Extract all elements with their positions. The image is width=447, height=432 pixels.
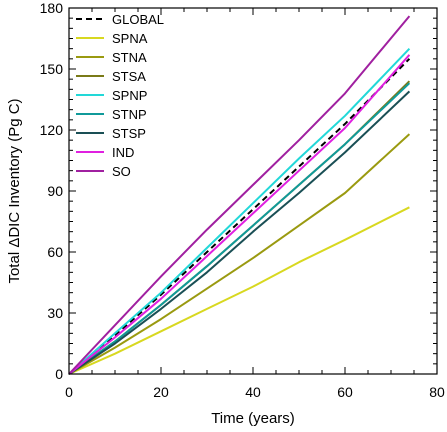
legend-label-stsa: STSA (112, 69, 146, 84)
y-tick-label: 0 (55, 366, 63, 382)
x-axis-title: Time (years) (211, 410, 295, 427)
series-line-stsp (68, 90, 411, 375)
series-line-global (68, 58, 411, 375)
legend-label-ind: IND (112, 145, 134, 160)
series-line-so (68, 15, 411, 375)
x-tick-label: 60 (337, 384, 353, 400)
y-tick-label: 120 (40, 122, 64, 138)
legend-label-stna: STNA (112, 50, 147, 65)
series-line-stnp (68, 82, 411, 375)
series-lines (68, 15, 411, 375)
axis-ticks: 0 20 40 60 80 0 30 60 90 120 150 180 (40, 0, 445, 400)
y-tick-label: 150 (40, 61, 64, 77)
legend-label-so: SO (112, 164, 131, 179)
series-line-spnp (68, 48, 411, 375)
legend-label-global: GLOBAL (112, 12, 164, 27)
y-tick-label: 180 (40, 0, 64, 16)
legend-label-stsp: STSP (112, 126, 146, 141)
legend: GLOBAL SPNA STNA STSA SPNP STNP STSP IND SO (76, 12, 164, 179)
x-tick-label: 40 (245, 384, 261, 400)
series-line-spna (68, 206, 410, 375)
x-tick-label: 0 (65, 384, 73, 400)
legend-label-stnp: STNP (112, 107, 147, 122)
series-line-ind (68, 54, 411, 375)
x-tick-label: 20 (153, 384, 169, 400)
y-tick-label: 90 (47, 183, 63, 199)
legend-label-spnp: SPNP (112, 88, 147, 103)
y-tick-label: 30 (47, 305, 63, 321)
y-axis-title: Total ΔDIC Inventory (Pg C) (6, 98, 23, 283)
legend-label-spna: SPNA (112, 31, 148, 46)
y-tick-label: 60 (47, 244, 63, 260)
series-line-stna (68, 133, 411, 375)
x-tick-label: 80 (429, 384, 445, 400)
